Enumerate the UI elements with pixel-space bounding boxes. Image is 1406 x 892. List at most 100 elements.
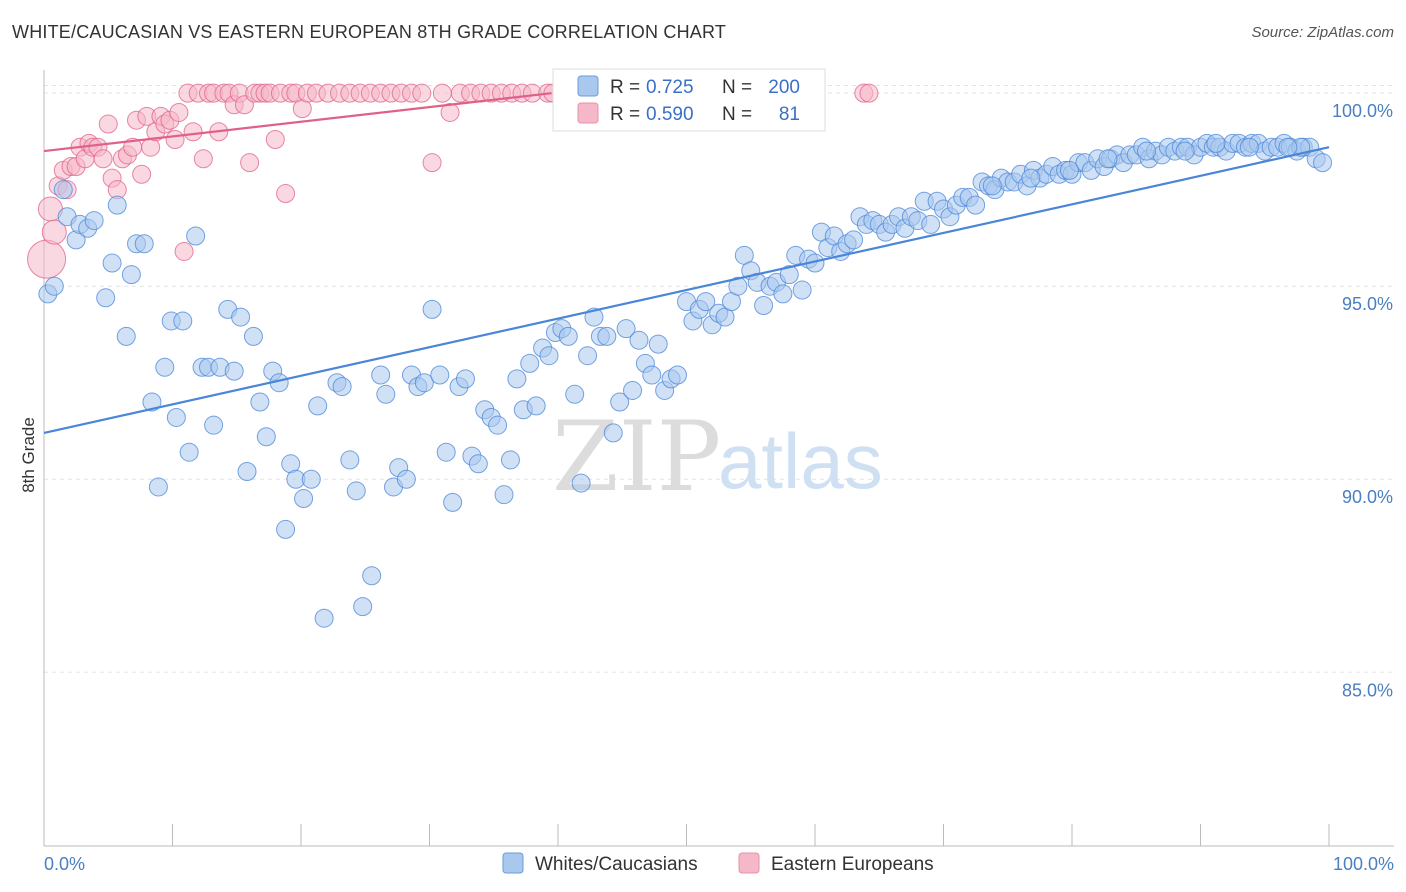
point-white — [443, 492, 463, 512]
series-legend-swatch-whites — [502, 852, 524, 874]
watermark: ZIP atlas — [552, 401, 883, 513]
point-white — [1206, 133, 1226, 153]
point-white — [494, 485, 514, 505]
point-eastern — [41, 219, 67, 245]
y-tick-label: 85.0% — [1342, 680, 1393, 700]
point-eastern — [193, 149, 213, 169]
point-white — [256, 427, 276, 447]
point-white — [371, 365, 391, 385]
legend-n-label-blue: N = — [722, 77, 752, 98]
point-white — [629, 330, 649, 350]
trend-line-eastern — [43, 92, 552, 153]
point-white — [610, 392, 630, 412]
point-white — [308, 396, 328, 416]
point-eastern — [859, 83, 879, 103]
point-white — [430, 365, 450, 385]
points-eastern-europeans — [27, 83, 879, 279]
point-white — [224, 361, 244, 381]
series-legend-label-eastern: Eastern Europeans — [771, 854, 934, 875]
point-eastern — [440, 102, 460, 122]
point-eastern — [165, 129, 185, 149]
point-white — [204, 415, 224, 435]
stats-legend: R = 0.725 N = 200 R = 0.590 N = 81 — [552, 68, 826, 132]
legend-r-value-pink: 0.590 — [646, 104, 694, 125]
legend-n-value-pink: 81 — [779, 104, 800, 125]
legend-swatch-pink — [577, 102, 599, 124]
point-white — [340, 450, 360, 470]
point-white — [844, 230, 864, 250]
point-white — [314, 608, 334, 628]
point-white — [773, 284, 793, 304]
point-white — [231, 307, 251, 327]
x-ticks — [43, 824, 1330, 846]
series-legend-swatch-eastern — [738, 852, 760, 874]
legend-r-label-pink: R = — [610, 104, 640, 125]
point-white — [792, 280, 812, 300]
points-whites-caucasians — [38, 133, 1333, 628]
y-axis-title: 8th Grade — [19, 417, 38, 493]
point-eastern — [174, 241, 194, 261]
point-white — [500, 450, 520, 470]
point-white — [921, 214, 941, 234]
point-white — [982, 176, 1002, 196]
point-white — [728, 276, 748, 296]
point-white — [1059, 160, 1079, 180]
point-white — [243, 326, 263, 346]
point-white — [436, 442, 456, 462]
point-white — [616, 319, 636, 339]
point-eastern — [240, 153, 260, 173]
y-tick-label: 100.0% — [1332, 101, 1393, 121]
point-eastern — [412, 83, 432, 103]
point-white — [779, 265, 799, 285]
point-eastern — [432, 83, 452, 103]
point-eastern — [27, 239, 67, 279]
point-white — [1175, 141, 1195, 161]
point-white — [565, 384, 585, 404]
point-white — [353, 597, 373, 617]
point-white — [166, 407, 186, 427]
point-white — [102, 253, 122, 273]
point-white — [396, 469, 416, 489]
legend-swatch-blue — [577, 75, 599, 97]
y-tick-labels: 85.0% 90.0% 95.0% 100.0% — [1332, 101, 1393, 700]
point-white — [468, 454, 488, 474]
point-white — [301, 469, 321, 489]
x-tick-label-max: 100.0% — [1333, 854, 1394, 874]
point-white — [1021, 168, 1041, 188]
point-white — [648, 334, 668, 354]
point-white — [173, 311, 193, 331]
point-white — [237, 462, 257, 482]
point-eastern — [276, 184, 296, 204]
series-legend: Whites/Caucasians Eastern Europeans — [502, 852, 934, 875]
point-white — [276, 519, 296, 539]
point-eastern — [183, 122, 203, 142]
point-white — [571, 473, 591, 493]
source-label: Source: ZipAtlas.com — [1251, 24, 1394, 41]
point-white — [148, 477, 168, 497]
point-white — [1098, 149, 1118, 169]
point-white — [526, 396, 546, 416]
point-white — [642, 365, 662, 385]
point-white — [696, 292, 716, 312]
point-eastern — [132, 164, 152, 184]
point-white — [578, 346, 598, 366]
point-white — [414, 373, 434, 393]
point-white — [53, 180, 73, 200]
point-white — [84, 211, 104, 231]
point-white — [623, 380, 643, 400]
point-white — [155, 357, 175, 377]
point-white — [539, 346, 559, 366]
point-white — [422, 299, 442, 319]
point-eastern — [98, 114, 118, 134]
point-white — [603, 423, 623, 443]
point-eastern — [93, 149, 113, 169]
point-white — [116, 326, 136, 346]
trend-lines — [43, 92, 1330, 434]
x-tick-label-min: 0.0% — [44, 854, 85, 874]
legend-n-value-blue: 200 — [768, 77, 800, 98]
point-white — [332, 377, 352, 397]
point-white — [44, 276, 64, 296]
point-white — [179, 442, 199, 462]
point-white — [346, 481, 366, 501]
point-eastern — [265, 129, 285, 149]
